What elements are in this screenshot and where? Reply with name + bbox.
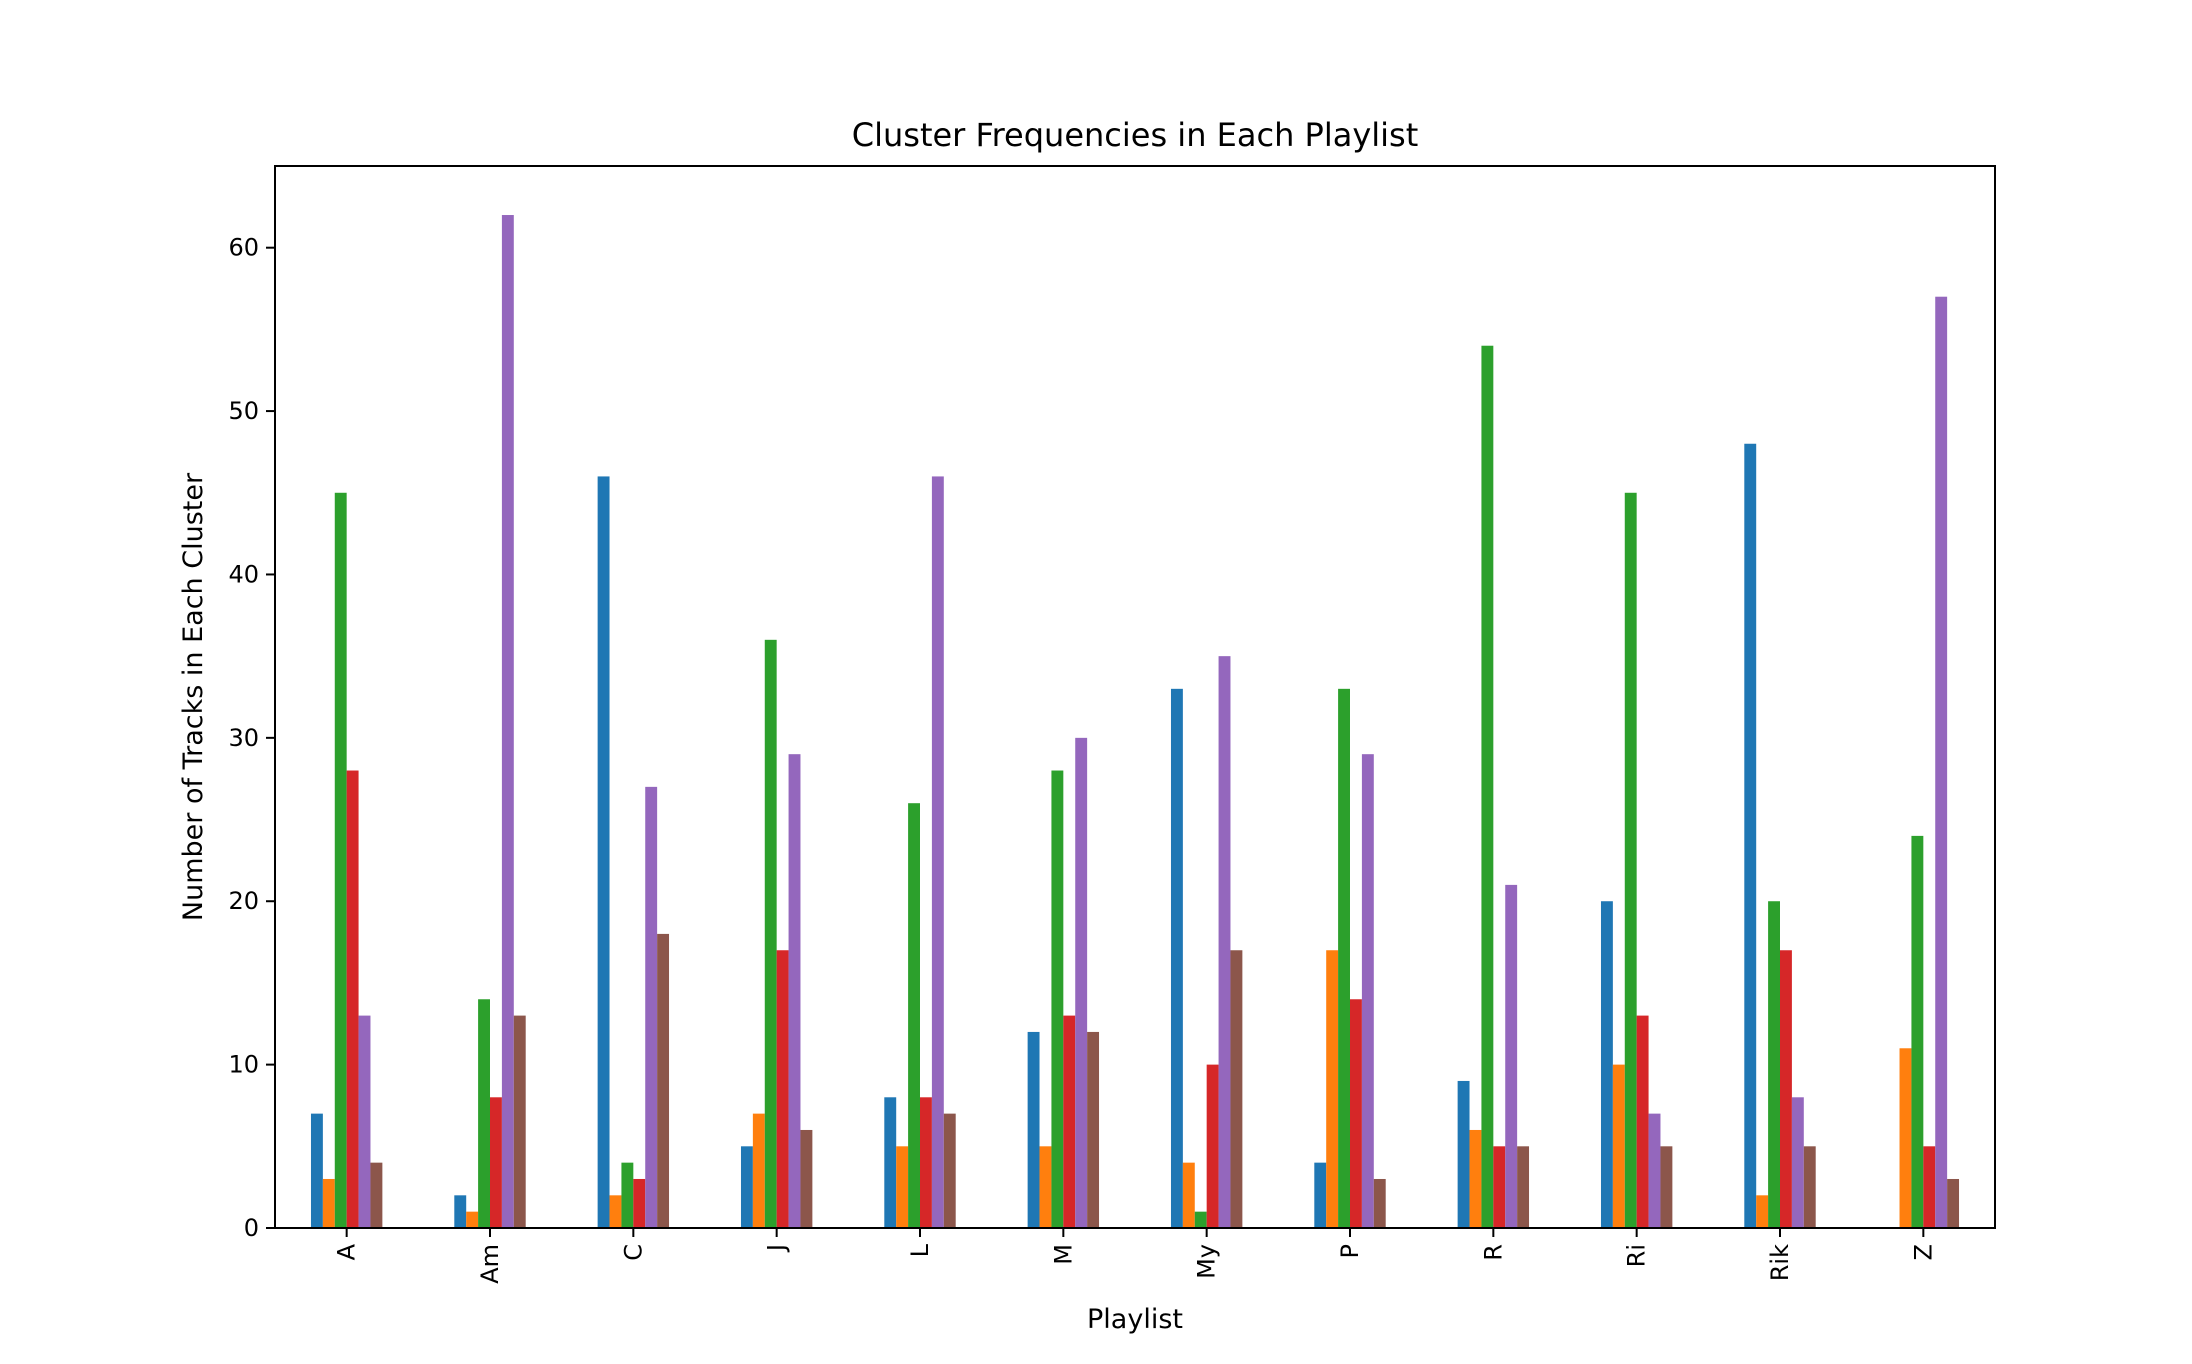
bar-Ri-series-4 — [1648, 1113, 1661, 1228]
bar-M-series-3 — [1063, 1015, 1076, 1228]
x-tick-label: Z — [1909, 1244, 1937, 1260]
bar-A-series-4 — [358, 1015, 371, 1228]
bar-R-series-0 — [1457, 1080, 1470, 1228]
bar-P-series-4 — [1361, 754, 1374, 1228]
chart-title: Cluster Frequencies in Each Playlist — [852, 116, 1419, 154]
bar-Am-series-0 — [454, 1195, 467, 1228]
bar-C-series-0 — [597, 476, 610, 1228]
bar-Ri-series-1 — [1612, 1064, 1625, 1228]
bar-L-series-0 — [884, 1097, 897, 1228]
x-tick-label: Rik — [1766, 1244, 1794, 1281]
bar-P-series-5 — [1373, 1178, 1386, 1228]
bar-A-series-5 — [370, 1162, 383, 1228]
x-tick-label: J — [763, 1244, 791, 1253]
bar-Am-series-2 — [478, 999, 490, 1228]
bar-My-series-1 — [1182, 1162, 1195, 1228]
x-axis: A Am C J L M My P R Ri Rik Z — [333, 1228, 1937, 1284]
bar-A-series-0 — [310, 1113, 323, 1228]
y-tick-label: 40 — [228, 560, 259, 588]
y-axis-label: Number of Tracks in Each Cluster — [178, 472, 209, 921]
bar-Am-series-4 — [501, 215, 514, 1228]
bar-M-series-1 — [1039, 1146, 1052, 1228]
bar-A-series-3 — [346, 770, 359, 1228]
bars-layer — [310, 215, 1960, 1229]
bar-Z-series-5 — [1947, 1178, 1960, 1228]
bar-M-series-0 — [1027, 1031, 1040, 1228]
plot-frame — [274, 165, 1996, 1229]
x-tick-label: A — [333, 1243, 361, 1260]
bar-J-series-2 — [764, 639, 777, 1228]
bar-My-series-3 — [1206, 1064, 1219, 1228]
bar-C-series-2 — [621, 1162, 634, 1228]
bar-L-series-4 — [931, 476, 944, 1228]
bar-L-series-5 — [943, 1113, 956, 1228]
bar-Ri-series-2 — [1624, 492, 1637, 1228]
y-tick-label: 60 — [228, 234, 259, 262]
y-axis: 0 10 20 30 40 50 60 — [228, 234, 275, 1242]
bar-C-series-3 — [633, 1178, 646, 1228]
bar-Am-series-5 — [513, 1015, 526, 1228]
bar-L-series-3 — [920, 1097, 932, 1228]
y-tick-label: 10 — [228, 1051, 259, 1079]
bar-Z-series-2 — [1911, 835, 1924, 1228]
bar-My-series-5 — [1230, 950, 1243, 1228]
bar-L-series-2 — [908, 803, 920, 1228]
bar-R-series-4 — [1505, 884, 1518, 1228]
bar-M-series-4 — [1075, 737, 1088, 1228]
x-tick-label: R — [1479, 1244, 1507, 1261]
bar-C-series-4 — [645, 786, 658, 1228]
bar-J-series-4 — [788, 754, 801, 1228]
bar-P-series-2 — [1338, 688, 1350, 1228]
x-tick-label: C — [619, 1244, 647, 1261]
bar-R-series-2 — [1481, 345, 1494, 1229]
x-tick-label: Ri — [1623, 1244, 1651, 1267]
bar-J-series-3 — [776, 950, 789, 1228]
bar-P-series-0 — [1314, 1162, 1327, 1228]
bar-Rik-series-4 — [1791, 1097, 1804, 1228]
y-tick-label: 0 — [244, 1214, 259, 1242]
bar-Z-series-3 — [1923, 1146, 1936, 1228]
bar-L-series-1 — [896, 1146, 909, 1228]
bar-R-series-5 — [1517, 1146, 1530, 1228]
bar-Rik-series-1 — [1756, 1195, 1769, 1228]
bar-J-series-0 — [740, 1146, 753, 1228]
y-tick-label: 20 — [228, 887, 259, 915]
y-tick-label: 50 — [228, 397, 259, 425]
bar-M-series-2 — [1051, 770, 1064, 1228]
bar-Rik-series-3 — [1780, 950, 1792, 1228]
bar-My-series-4 — [1218, 656, 1231, 1228]
bar-Rik-series-5 — [1803, 1146, 1816, 1228]
x-tick-label: Am — [476, 1244, 504, 1284]
bar-My-series-0 — [1170, 688, 1183, 1228]
x-tick-label: M — [1049, 1244, 1077, 1265]
bar-Ri-series-0 — [1600, 901, 1613, 1228]
bar-C-series-5 — [657, 933, 670, 1228]
bar-Ri-series-5 — [1660, 1146, 1673, 1228]
y-tick-label: 30 — [228, 724, 259, 752]
bar-J-series-5 — [800, 1129, 813, 1228]
x-tick-label: P — [1336, 1244, 1364, 1258]
x-axis-label: Playlist — [1087, 1304, 1183, 1335]
bar-Ri-series-3 — [1636, 1015, 1649, 1228]
bar-P-series-1 — [1326, 950, 1339, 1228]
bar-C-series-1 — [609, 1195, 622, 1228]
bar-R-series-3 — [1493, 1146, 1506, 1228]
bar-P-series-3 — [1350, 999, 1362, 1228]
bar-A-series-1 — [322, 1178, 335, 1228]
x-tick-label: L — [906, 1243, 934, 1257]
bar-Z-series-1 — [1899, 1048, 1912, 1228]
bar-M-series-5 — [1087, 1031, 1100, 1228]
bar-J-series-1 — [752, 1113, 765, 1228]
bar-A-series-2 — [334, 492, 347, 1228]
bar-Am-series-3 — [490, 1097, 502, 1228]
bar-Rik-series-2 — [1768, 901, 1780, 1228]
bar-Rik-series-0 — [1744, 443, 1757, 1228]
bar-Z-series-4 — [1935, 296, 1948, 1229]
x-tick-label: My — [1193, 1244, 1221, 1279]
bar-R-series-1 — [1469, 1129, 1482, 1228]
bar-Am-series-1 — [466, 1211, 479, 1228]
bar-My-series-2 — [1194, 1211, 1207, 1228]
